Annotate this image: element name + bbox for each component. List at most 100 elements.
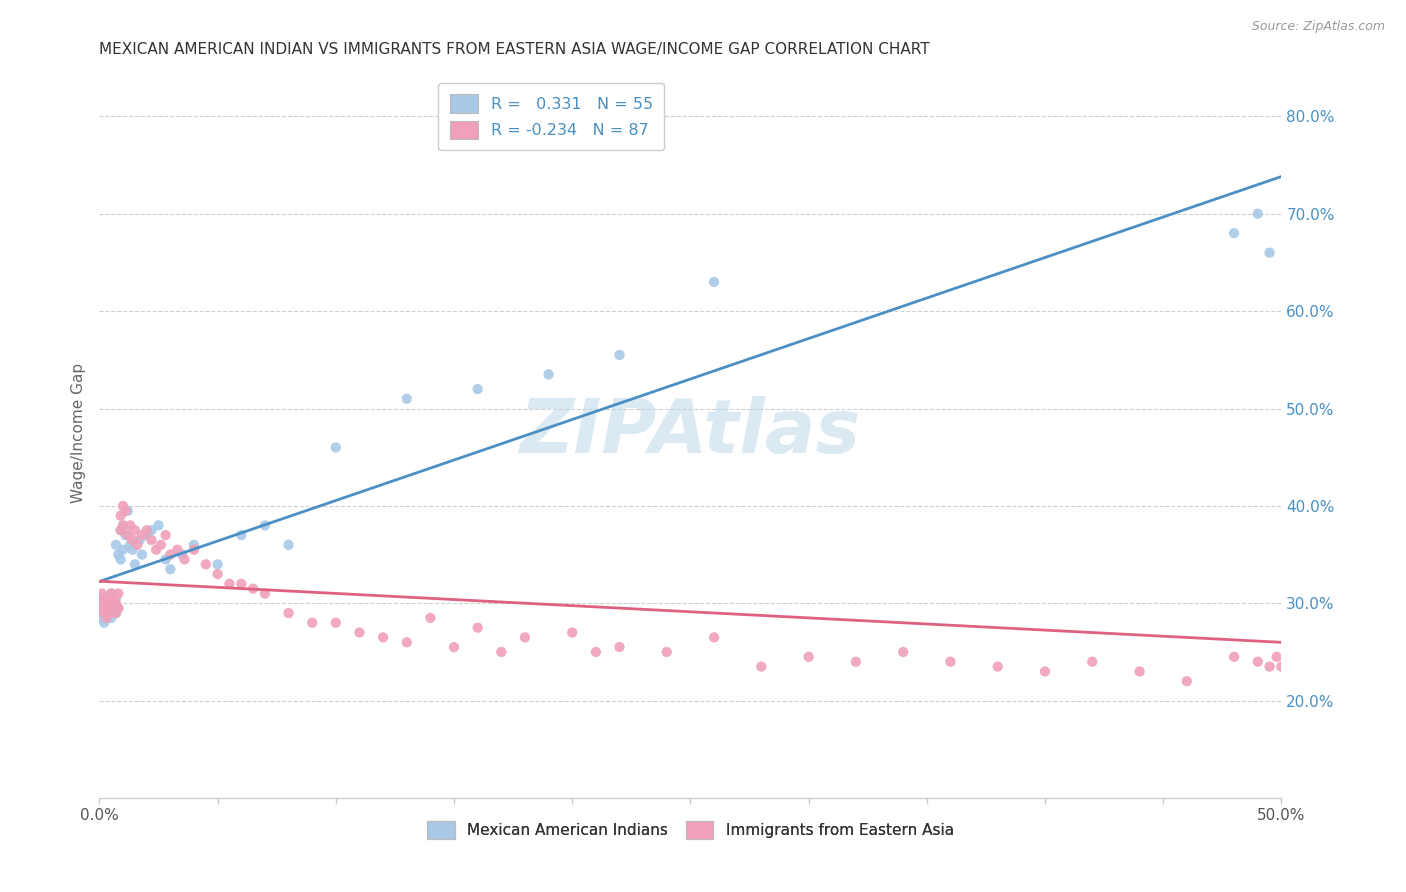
Point: [110, 523, 132, 537]
Point: [371, 631, 394, 645]
Point: [117, 528, 139, 542]
Point: [100, 611, 122, 625]
Point: [443, 640, 465, 654]
Point: [183, 542, 205, 557]
Point: [96, 601, 118, 615]
Point: [121, 542, 143, 557]
Point: [1270, 659, 1292, 673]
Point: [325, 441, 347, 455]
Point: [93, 591, 115, 606]
Point: [166, 542, 188, 557]
Point: [845, 655, 868, 669]
Point: [207, 567, 229, 582]
Point: [90, 586, 112, 600]
Point: [467, 382, 489, 396]
Point: [120, 538, 142, 552]
Point: [110, 508, 132, 523]
Point: [1289, 659, 1312, 673]
Text: MEXICAN AMERICAN INDIAN VS IMMIGRANTS FROM EASTERN ASIA WAGE/INCOME GAP CORRELAT: MEXICAN AMERICAN INDIAN VS IMMIGRANTS FR…: [100, 42, 929, 57]
Point: [1306, 304, 1329, 318]
Point: [159, 562, 181, 576]
Point: [172, 548, 194, 562]
Point: [93, 596, 115, 610]
Point: [1223, 226, 1246, 240]
Point: [131, 528, 153, 542]
Point: [117, 504, 139, 518]
Point: [96, 611, 118, 625]
Y-axis label: Wage/Income Gap: Wage/Income Gap: [72, 363, 86, 503]
Point: [104, 596, 127, 610]
Point: [93, 606, 115, 620]
Point: [100, 606, 122, 620]
Point: [112, 499, 135, 513]
Point: [148, 518, 170, 533]
Point: [325, 615, 347, 630]
Point: [141, 533, 163, 547]
Point: [987, 659, 1010, 673]
Point: [103, 601, 125, 615]
Point: [218, 576, 240, 591]
Point: [1223, 649, 1246, 664]
Point: [141, 523, 163, 537]
Point: [110, 523, 132, 537]
Point: [1258, 659, 1281, 673]
Point: [349, 625, 371, 640]
Point: [419, 611, 441, 625]
Point: [1258, 245, 1281, 260]
Point: [107, 548, 129, 562]
Point: [467, 621, 489, 635]
Point: [96, 606, 118, 620]
Point: [231, 528, 253, 542]
Point: [609, 640, 631, 654]
Point: [103, 591, 125, 606]
Point: [1247, 207, 1270, 221]
Point: [97, 596, 120, 610]
Point: [1329, 645, 1351, 659]
Point: [242, 582, 264, 596]
Point: [124, 558, 146, 572]
Point: [97, 606, 120, 620]
Point: [96, 596, 118, 610]
Point: [1081, 655, 1104, 669]
Point: [1341, 655, 1364, 669]
Point: [231, 576, 253, 591]
Point: [90, 601, 112, 615]
Point: [96, 601, 118, 615]
Point: [703, 631, 725, 645]
Point: [703, 275, 725, 289]
Point: [1282, 645, 1305, 659]
Point: [96, 611, 118, 625]
Point: [90, 601, 112, 615]
Point: [114, 504, 136, 518]
Point: [121, 533, 143, 547]
Point: [1129, 665, 1152, 679]
Point: [104, 538, 127, 552]
Point: [749, 659, 772, 673]
Point: [90, 596, 112, 610]
Point: [97, 601, 120, 615]
Point: [173, 552, 195, 566]
Point: [301, 615, 323, 630]
Point: [112, 518, 135, 533]
Point: [128, 533, 150, 547]
Point: [149, 538, 172, 552]
Point: [104, 606, 127, 620]
Point: [103, 596, 125, 610]
Point: [100, 586, 122, 600]
Point: [93, 615, 115, 630]
Point: [93, 591, 115, 606]
Point: [561, 625, 583, 640]
Point: [104, 591, 127, 606]
Point: [183, 538, 205, 552]
Point: [110, 552, 132, 566]
Point: [104, 606, 127, 620]
Point: [93, 601, 115, 615]
Point: [395, 635, 418, 649]
Point: [277, 538, 299, 552]
Point: [135, 523, 157, 537]
Point: [100, 596, 122, 610]
Point: [207, 558, 229, 572]
Point: [585, 645, 607, 659]
Point: [96, 596, 118, 610]
Point: [97, 601, 120, 615]
